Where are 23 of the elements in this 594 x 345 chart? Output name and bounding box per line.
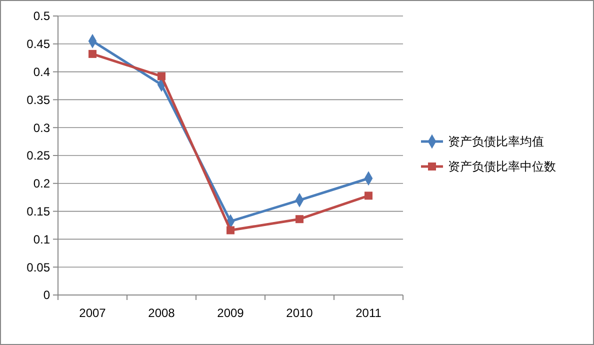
y-tick-label: 0.1 xyxy=(33,232,50,246)
y-tick-label: 0.25 xyxy=(26,148,50,163)
point xyxy=(364,192,372,200)
x-tick-label: 2011 xyxy=(356,306,382,320)
y-tick-label: 0.4 xyxy=(33,65,50,79)
x-tick-label: 2008 xyxy=(148,306,176,320)
legend-label: 资产负债比率均值 xyxy=(448,134,544,149)
point xyxy=(158,72,166,80)
point xyxy=(296,215,304,224)
x-tick-label: 2010 xyxy=(286,306,314,320)
legend-label: 资产负债比率中位数 xyxy=(448,160,556,174)
point xyxy=(88,50,96,58)
y-tick-label: 0.45 xyxy=(26,37,50,52)
y-tick-label: 0.35 xyxy=(26,92,50,107)
x-tick-label: 2007 xyxy=(79,306,106,320)
y-tick-label: 0 xyxy=(43,288,50,302)
point xyxy=(226,226,234,234)
y-tick-label: 0.2 xyxy=(33,176,50,191)
x-tick-label: 2009 xyxy=(217,306,244,320)
y-tick-label: 0.05 xyxy=(26,260,50,274)
y-tick-label: 0.3 xyxy=(33,120,50,135)
y-tick-label: 0.15 xyxy=(26,204,50,218)
y-tick-label: 0.5 xyxy=(33,9,50,24)
